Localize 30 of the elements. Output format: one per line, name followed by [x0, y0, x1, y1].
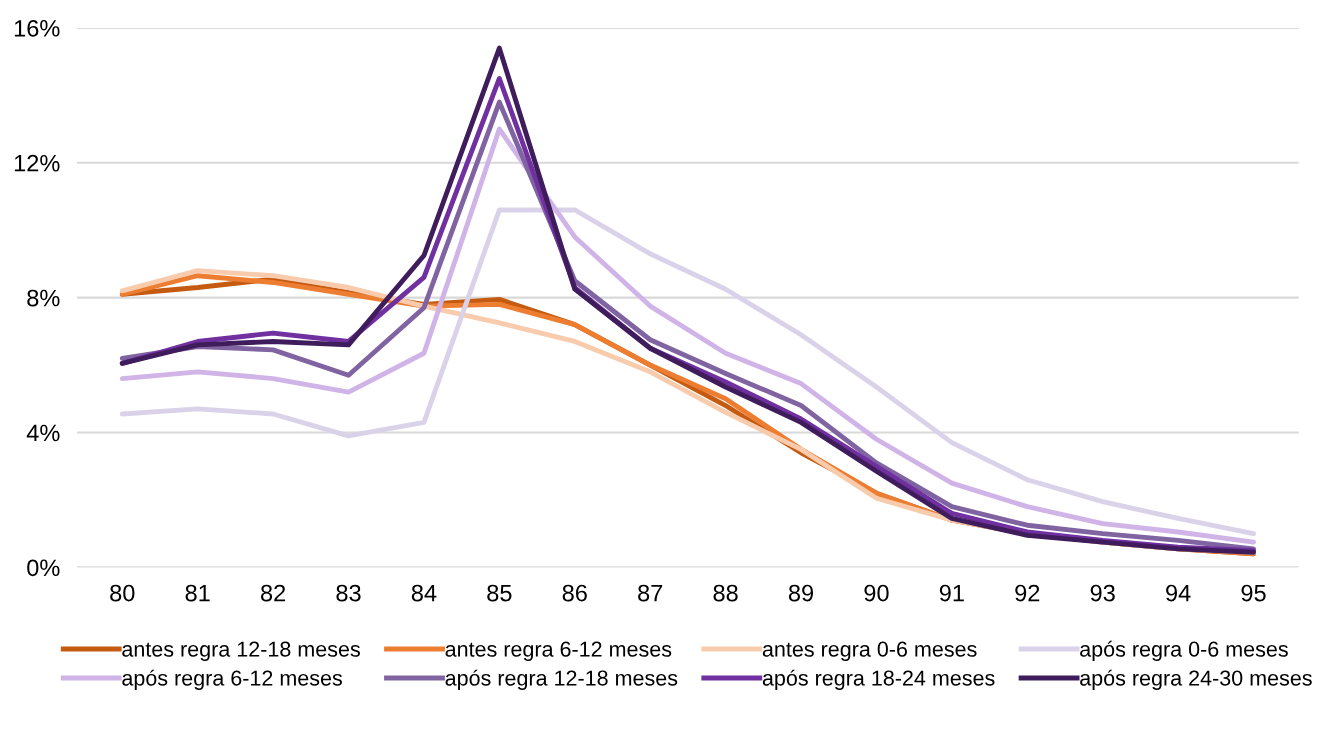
y-tick-label: 0%: [27, 559, 60, 577]
legend-label: após regra 6-12 meses: [122, 669, 342, 690]
legend-label: antes regra 12-18 meses: [122, 641, 360, 662]
x-tick-label: 94: [1166, 584, 1191, 602]
y-tick-label: 16%: [14, 19, 60, 37]
legend-label: após regra 18-24 meses: [762, 669, 995, 690]
x-tick-label: 90: [864, 584, 889, 602]
x-tick-label: 88: [713, 584, 738, 602]
x-tick-label: 95: [1241, 584, 1266, 602]
x-tick-label: 85: [487, 584, 512, 602]
y-tick-label: 12%: [14, 154, 60, 172]
x-tick-label: 86: [562, 584, 587, 602]
line-series: [119, 207, 1256, 537]
x-tick-label: 80: [110, 584, 135, 602]
x-tick-label: 82: [261, 584, 286, 602]
x-tick-label: 87: [638, 584, 663, 602]
x-tick-label: 92: [1015, 584, 1040, 602]
x-tick-label: 83: [336, 584, 361, 602]
x-tick-label: 81: [185, 584, 210, 602]
legend-label: após regra 0-6 meses: [1080, 640, 1288, 662]
x-tick-label: 84: [411, 584, 437, 602]
x-tick-label: 89: [788, 584, 814, 602]
legend-label: antes regra 0-6 meses: [762, 641, 977, 662]
x-tick-label: 91: [939, 584, 964, 602]
legend-label: após regra 12-18 meses: [445, 669, 678, 690]
x-tick-label: 93: [1090, 584, 1115, 602]
legend-label: após regra 24-30 meses: [1080, 669, 1312, 690]
legend-label: antes regra 6-12 meses: [445, 641, 672, 662]
y-tick-label: 4%: [26, 424, 60, 442]
y-tick-label: 8%: [27, 289, 60, 307]
